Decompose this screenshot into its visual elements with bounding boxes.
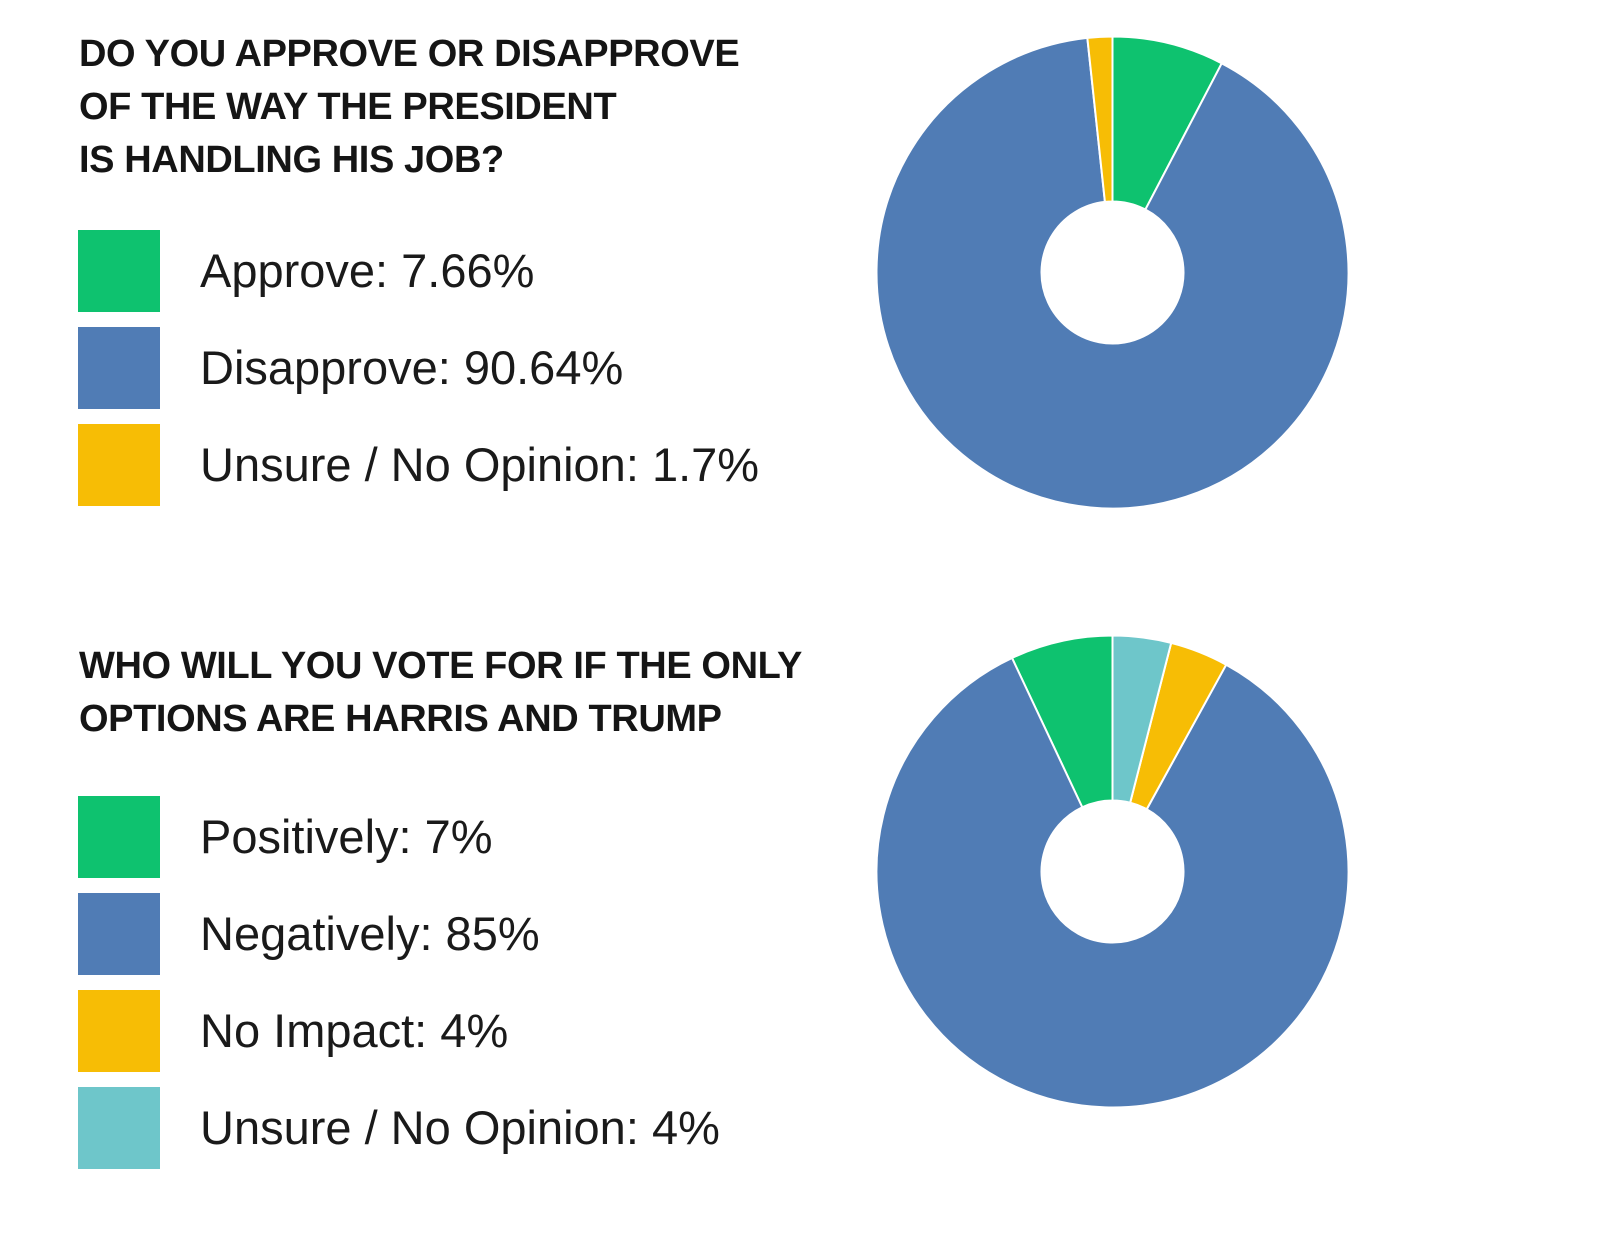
legend-label: Unsure / No Opinion: 4% [200,1101,720,1154]
legend-label: Positively: 7% [200,810,493,863]
donut-slice-negatively [875,656,1350,1109]
chart-title-line: OPTIONS ARE HARRIS AND TRUMP [79,698,722,740]
donut-chart [875,35,1350,510]
legend-swatch [78,424,160,506]
chart-title-line: IS HANDLING HIS JOB? [79,139,504,181]
legend-label: Negatively: 85% [200,907,540,960]
chart-title-line: DO YOU APPROVE OR DISAPPROVE [79,33,740,75]
legend-swatch [78,990,160,1072]
approval-chart-section: DO YOU APPROVE OR DISAPPROVE OF THE WAY … [0,0,1614,600]
legend-swatch [78,230,160,312]
donut-slice-disapprove [875,36,1350,510]
legend-swatch [78,796,160,878]
chart-title-line: OF THE WAY THE PRESIDENT [79,86,617,128]
donut-slice-unsure-no-opinion [1086,35,1114,203]
legend-label: No Impact: 4% [200,1004,509,1057]
legend-label: Unsure / No Opinion: 1.7% [200,438,760,491]
legend-swatch [78,1087,160,1169]
legend-swatch [78,327,160,409]
legend-label: Disapprove: 90.64% [200,341,624,394]
donut-slice-unsure-no-opinion [1111,634,1173,804]
chart-title: DO YOU APPROVE OR DISAPPROVE OF THE WAY … [79,28,740,187]
legend-label: Approve: 7.66% [200,244,535,297]
vote-impact-chart-section: WHO WILL YOU VOTE FOR IF THE ONLY OPTION… [0,620,1614,1234]
donut-chart [875,634,1350,1109]
legend-swatch [78,893,160,975]
chart-title: WHO WILL YOU VOTE FOR IF THE ONLY OPTION… [79,640,802,746]
chart-title-line: WHO WILL YOU VOTE FOR IF THE ONLY [79,645,802,687]
